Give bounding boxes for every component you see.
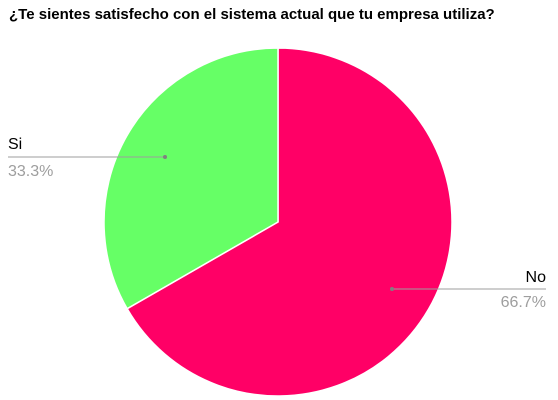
pie-slices [103,47,453,397]
leader-dot-no [390,287,394,291]
slice-label-no: No [526,269,547,286]
pie-slice-si [103,47,279,310]
leader-dot-si [163,155,167,159]
chart-title: ¿Te sientes satisfecho con el sistema ac… [9,6,495,23]
slice-percent-no: 66.7% [501,294,546,311]
slice-label-si: Si [8,136,22,153]
pie-slice-no [126,47,453,397]
slice-percent-si: 33.3% [8,163,53,180]
